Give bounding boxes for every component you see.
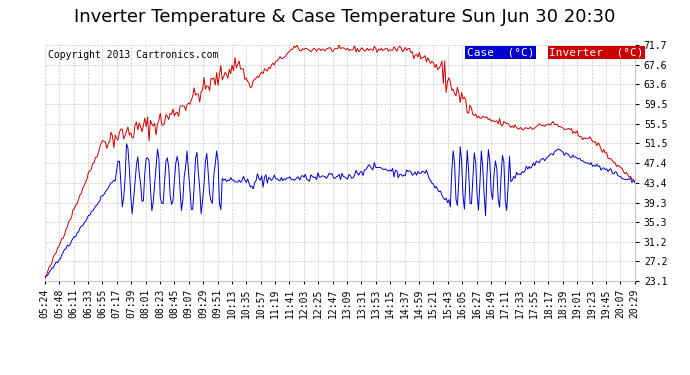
Text: Case  (°C): Case (°C) <box>466 47 534 57</box>
Text: Inverter Temperature & Case Temperature Sun Jun 30 20:30: Inverter Temperature & Case Temperature … <box>75 8 615 26</box>
Text: Copyright 2013 Cartronics.com: Copyright 2013 Cartronics.com <box>48 50 218 60</box>
Text: Inverter  (°C): Inverter (°C) <box>549 47 644 57</box>
